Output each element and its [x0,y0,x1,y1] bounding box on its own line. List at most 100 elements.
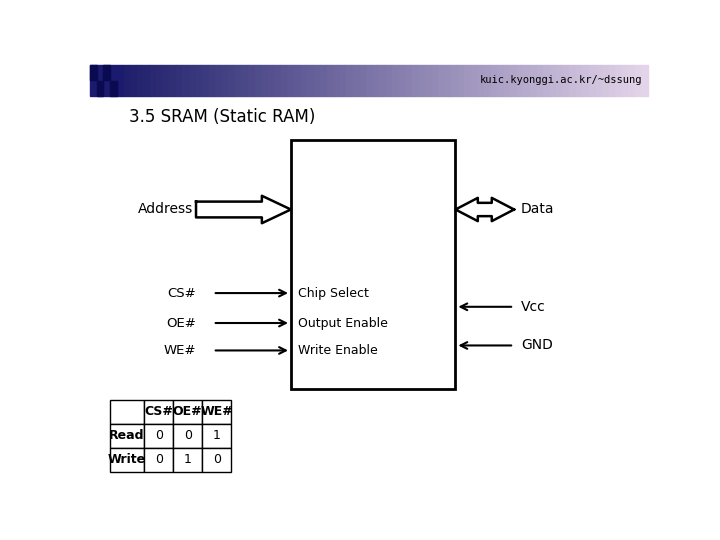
Text: Write Enable: Write Enable [297,344,377,357]
Bar [90,65,124,96]
Bar [510,65,517,96]
Bar [261,65,268,96]
Text: GND: GND [521,339,553,353]
Bar [176,65,182,96]
Polygon shape [196,196,291,223]
Text: WE#: WE# [163,344,196,357]
Bar [642,65,648,96]
Bar [268,65,274,96]
Text: OE#: OE# [173,405,202,418]
Bar [399,65,405,96]
Bar [333,65,340,96]
Bar [163,65,169,96]
Text: 0: 0 [184,429,192,442]
Bar [602,65,608,96]
Bar [490,65,498,96]
Bar [418,65,425,96]
Bar [124,65,130,96]
Bar [379,65,386,96]
Bar [202,424,231,448]
Text: CS#: CS# [144,405,173,418]
Bar [287,65,294,96]
Bar [615,65,622,96]
Bar [523,65,530,96]
Bar [386,65,392,96]
Bar [209,65,215,96]
Bar [549,65,557,96]
Bar [173,424,202,448]
Bar [109,448,144,472]
Bar [570,65,576,96]
Bar [202,448,231,472]
Bar [392,65,399,96]
Bar [104,65,110,79]
Text: Read: Read [109,429,145,442]
Bar [96,81,104,96]
Bar [635,65,642,96]
Text: Data: Data [521,202,554,217]
Bar [182,65,189,96]
Bar [517,65,523,96]
Bar [228,65,235,96]
Bar [281,65,287,96]
Text: kuic.kyonggi.ac.kr/~dssung: kuic.kyonggi.ac.kr/~dssung [480,75,642,85]
Bar [451,65,458,96]
Bar [445,65,451,96]
Bar [536,65,543,96]
Bar [169,65,176,96]
Bar [109,400,144,424]
Bar [359,65,366,96]
Bar [307,65,314,96]
Bar [563,65,570,96]
Bar [143,65,150,96]
Bar [294,65,300,96]
Text: OE#: OE# [166,316,196,329]
Bar [173,400,202,424]
Text: Vcc: Vcc [521,300,546,314]
Bar [608,65,615,96]
Bar [109,424,144,448]
Bar [144,400,173,424]
Text: 1: 1 [212,429,220,442]
Bar [202,65,209,96]
Bar [150,65,156,96]
Bar [543,65,549,96]
Text: Output Enable: Output Enable [297,316,387,329]
Text: 0: 0 [155,453,163,467]
Bar [582,65,589,96]
Bar [300,65,307,96]
Text: 0: 0 [155,429,163,442]
Bar [458,65,464,96]
Bar [156,65,163,96]
Bar [255,65,261,96]
Text: WE#: WE# [200,405,233,418]
Bar [498,65,504,96]
Bar [90,65,96,79]
Bar [314,65,320,96]
Bar [438,65,445,96]
Bar [576,65,582,96]
Bar [340,65,346,96]
Bar [373,65,379,96]
Bar [595,65,602,96]
Bar [291,140,456,389]
Bar [484,65,490,96]
Text: Write: Write [108,453,146,467]
Text: 3.5 SRAM (Static RAM): 3.5 SRAM (Static RAM) [129,108,315,126]
Bar [110,81,117,96]
Bar [130,65,137,96]
Bar [464,65,471,96]
Bar [144,424,173,448]
Bar [629,65,635,96]
Bar [202,400,231,424]
Bar [346,65,353,96]
Bar [137,65,143,96]
Bar [557,65,563,96]
Text: CS#: CS# [167,287,196,300]
Bar [431,65,438,96]
Bar [241,65,248,96]
Bar [144,448,173,472]
Bar [477,65,484,96]
Bar [327,65,333,96]
Bar [248,65,255,96]
